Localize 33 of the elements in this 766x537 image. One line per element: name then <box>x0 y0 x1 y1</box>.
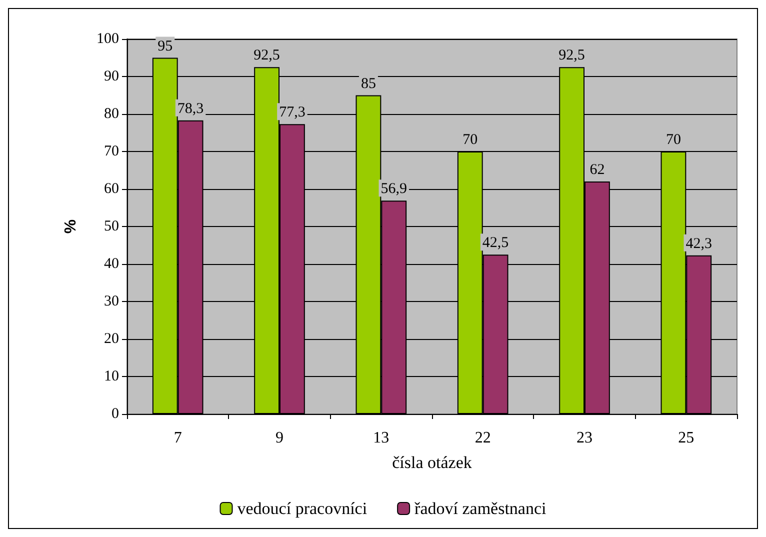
y-tick-label: 40 <box>104 256 119 272</box>
data-label: 70 <box>462 132 478 148</box>
x-tick-label: 25 <box>678 430 694 446</box>
x-tick-label: 9 <box>276 430 284 446</box>
y-tick-label: 10 <box>104 368 119 384</box>
x-tick-label: 7 <box>174 430 182 446</box>
data-label: 78,3 <box>177 100 204 117</box>
x-tick-label: 22 <box>474 430 491 446</box>
data-label: 70 <box>666 132 681 148</box>
data-label: 92,5 <box>254 48 280 64</box>
y-tick-label: 80 <box>104 106 119 122</box>
y-axis-title: % <box>62 219 80 234</box>
data-label: 85 <box>360 76 376 92</box>
data-label: 56,9 <box>380 181 407 198</box>
x-tick-label: 13 <box>373 430 390 446</box>
x-tick-label: 23 <box>576 430 592 446</box>
data-label: 62 <box>590 162 605 178</box>
data-label: 42,5 <box>482 235 509 252</box>
x-axis-title: čísla otázek <box>392 453 472 472</box>
data-label: 77,3 <box>279 104 306 121</box>
y-tick-label: 60 <box>104 181 119 197</box>
y-tick-label: 70 <box>104 144 119 160</box>
y-tick-label: 90 <box>104 68 119 84</box>
y-tick-label: 30 <box>104 294 119 310</box>
y-tick-label: 20 <box>104 331 119 347</box>
y-tick-label: 100 <box>96 31 119 47</box>
data-label: 42,3 <box>686 236 712 252</box>
y-tick-label: 0 <box>112 406 119 422</box>
data-label: 95 <box>158 38 173 54</box>
data-label: 92,5 <box>558 48 585 64</box>
legend-label: vedoucí pracovníci <box>237 499 368 518</box>
legend-label: řadoví zaměstnanci <box>414 499 547 518</box>
y-tick-label: 50 <box>104 218 119 234</box>
